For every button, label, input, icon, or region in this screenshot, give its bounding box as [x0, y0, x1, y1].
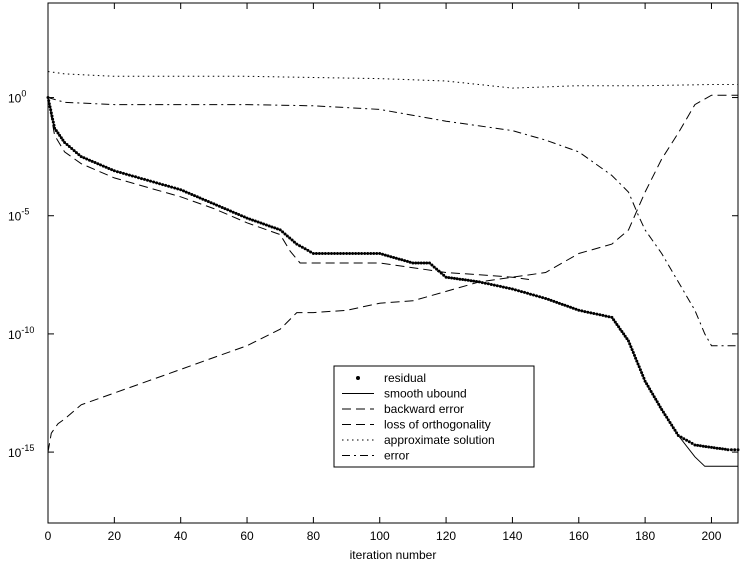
- series-line-1: [47, 97, 738, 467]
- x-tick-label: 140: [502, 529, 522, 543]
- residual-point: [690, 441, 694, 445]
- y-tick-exponent: -10: [21, 325, 34, 335]
- residual-point: [733, 448, 737, 452]
- residual-point: [698, 444, 702, 448]
- legend-box: [333, 365, 535, 468]
- y-tick-label: 100: [8, 89, 26, 106]
- residual-point: [707, 445, 711, 449]
- legend-label: loss of orthogonality: [384, 418, 491, 432]
- legend-sample: [356, 376, 360, 380]
- residual-point: [687, 440, 691, 444]
- x-tick-label: 180: [635, 529, 655, 543]
- residual-point: [729, 448, 733, 452]
- legend-label: smooth ubound: [384, 387, 467, 401]
- legend-label: approximate solution: [384, 433, 495, 447]
- y-tick-base: 10: [8, 92, 22, 106]
- residual-point: [715, 446, 719, 450]
- x-tick-label: 40: [174, 529, 188, 543]
- y-tick-label: 10-15: [8, 443, 34, 460]
- residual-point: [704, 445, 708, 449]
- residual-point: [718, 447, 722, 450]
- ticks: 0 20 40 60 80 100 120 140 160 180 20010010-510-101…: [8, 3, 738, 543]
- residual-point: [726, 448, 730, 452]
- x-tick-label: 120: [436, 529, 456, 543]
- residual-point: [701, 444, 705, 448]
- residual-point: [693, 443, 697, 447]
- y-tick-base: 10: [8, 210, 22, 224]
- series-line-5: [47, 97, 738, 347]
- residual-point: [712, 446, 716, 450]
- residual-point: [723, 447, 727, 451]
- series-line-2: [47, 97, 530, 280]
- series-line-3: [47, 94, 738, 453]
- x-tick-label: 0: [45, 529, 52, 543]
- x-axis-label: iteration number: [350, 548, 437, 562]
- x-tick-label: 20: [108, 529, 122, 543]
- y-tick-base: 10: [8, 328, 22, 342]
- residual-point: [710, 445, 713, 449]
- x-tick-label: 80: [307, 529, 321, 543]
- series-layer: [46, 71, 740, 467]
- residual-point: [736, 448, 740, 452]
- legend-label: residual: [384, 371, 426, 385]
- legend-label: error: [384, 449, 409, 463]
- residual-point: [721, 447, 724, 451]
- x-tick-label: 100: [370, 529, 390, 543]
- residual-point: [685, 438, 689, 442]
- y-tick-exponent: -5: [21, 207, 29, 217]
- x-tick-label: 160: [569, 529, 589, 543]
- legend-label: backward error: [384, 402, 464, 416]
- residual-point: [682, 437, 686, 441]
- y-tick-exponent: 0: [21, 89, 26, 99]
- residual-point: [696, 443, 700, 447]
- x-tick-label: 200: [701, 529, 721, 543]
- y-tick-label: 10-5: [8, 207, 29, 224]
- y-tick-base: 10: [8, 446, 22, 460]
- y-tick-label: 10-10: [8, 325, 34, 342]
- y-tick-exponent: -15: [21, 443, 34, 453]
- x-tick-label: 60: [240, 529, 254, 543]
